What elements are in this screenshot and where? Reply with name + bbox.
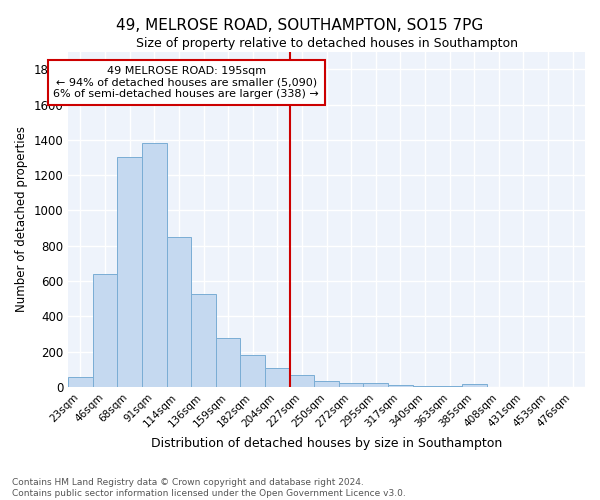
Title: Size of property relative to detached houses in Southampton: Size of property relative to detached ho… (136, 38, 518, 51)
Bar (314, 381, 339, 387)
X-axis label: Distribution of detached houses by size in Southampton: Distribution of detached houses by size … (151, 437, 502, 450)
Text: Contains HM Land Registry data © Crown copyright and database right 2024.
Contai: Contains HM Land Registry data © Crown c… (12, 478, 406, 498)
Bar (413, 386, 437, 387)
Bar (93, 274, 118, 387)
Bar (290, 376, 314, 387)
Bar (167, 237, 191, 387)
Bar (142, 144, 167, 387)
Bar (191, 294, 216, 387)
Bar (462, 384, 487, 387)
Bar (216, 338, 241, 387)
Text: 49 MELROSE ROAD: 195sqm
← 94% of detached houses are smaller (5,090)
6% of semi-: 49 MELROSE ROAD: 195sqm ← 94% of detache… (53, 66, 319, 99)
Bar (265, 368, 290, 387)
Y-axis label: Number of detached properties: Number of detached properties (15, 126, 28, 312)
Bar (339, 382, 364, 387)
Bar (437, 386, 462, 387)
Bar (241, 355, 265, 387)
Bar (388, 385, 413, 387)
Bar (68, 377, 93, 387)
Text: 49, MELROSE ROAD, SOUTHAMPTON, SO15 7PG: 49, MELROSE ROAD, SOUTHAMPTON, SO15 7PG (116, 18, 484, 32)
Bar (118, 156, 142, 387)
Bar (364, 384, 388, 387)
